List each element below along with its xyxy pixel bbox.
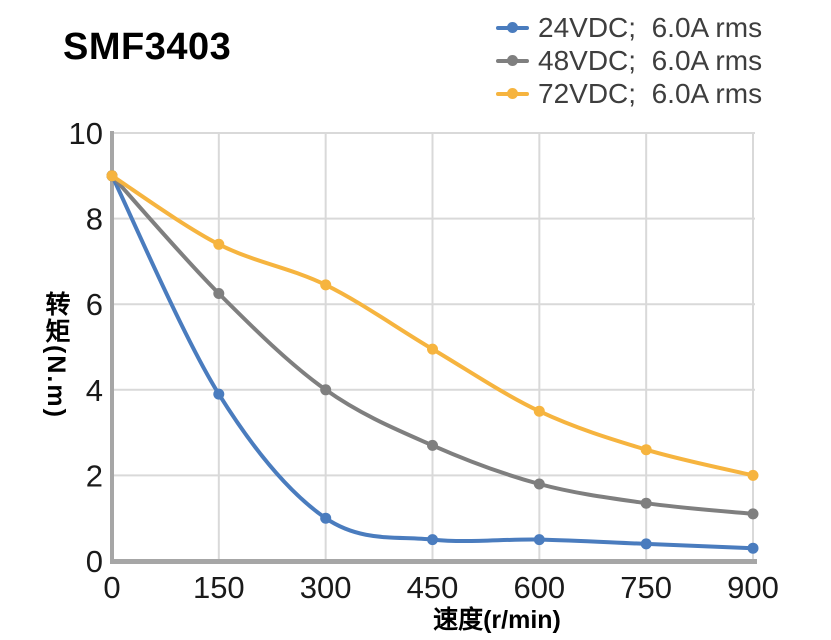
x-tick-label: 450: [407, 570, 459, 605]
legend-item-24vdc: 24VDC; 6.0A rms: [496, 11, 762, 44]
legend-label-48vdc: 48VDC; 6.0A rms: [538, 44, 763, 76]
data-point-48vdc: [320, 384, 332, 396]
x-tick-label: 600: [513, 570, 565, 605]
x-tick-label: 750: [620, 570, 672, 605]
data-point-72vdc: [747, 469, 759, 481]
data-point-24vdc: [640, 538, 652, 550]
legend: 24VDC; 6.0A rms 48VDC; 6.0A rms 72VDC; 6…: [496, 11, 762, 110]
data-point-72vdc: [427, 343, 438, 355]
data-point-72vdc: [640, 444, 652, 456]
legend-label-72vdc: 72VDC; 6.0A rms: [538, 77, 763, 109]
legend-line-dot-marker-icon: [496, 21, 529, 34]
y-tick-label: 2: [86, 458, 103, 493]
data-point-72vdc: [213, 238, 225, 250]
y-tick-label: 6: [86, 287, 103, 322]
data-point-24vdc: [747, 542, 759, 554]
y-tick-label: 10: [69, 116, 103, 151]
x-axis-title: 速度(r/min): [433, 606, 561, 634]
legend-line-dot-marker-icon: [496, 87, 529, 100]
legend-item-48vdc: 48VDC; 6.0A rms: [496, 44, 762, 77]
legend-line-dot-marker-icon: [496, 54, 529, 67]
x-tick-label: 300: [300, 570, 352, 605]
x-tick-label: 900: [727, 570, 779, 605]
data-point-24vdc: [213, 388, 225, 400]
data-point-24vdc: [533, 534, 545, 546]
data-point-24vdc: [427, 534, 438, 546]
data-point-72vdc: [320, 279, 332, 291]
data-point-48vdc: [427, 439, 438, 451]
y-axis-title: 转矩(N.m): [42, 291, 70, 419]
legend-item-72vdc: 72VDC; 6.0A rms: [496, 77, 762, 110]
data-point-48vdc: [747, 508, 759, 520]
data-point-72vdc: [533, 405, 545, 417]
chart-title: SMF3403: [63, 26, 232, 68]
y-tick-label: 8: [86, 202, 103, 237]
y-tick-label: 0: [86, 544, 103, 579]
x-tick-label: 0: [103, 570, 120, 605]
data-point-48vdc: [533, 478, 545, 490]
data-point-48vdc: [213, 288, 225, 299]
y-tick-label: 4: [86, 373, 103, 408]
data-point-48vdc: [640, 497, 652, 509]
data-point-72vdc: [106, 170, 118, 182]
data-point-24vdc: [320, 512, 332, 524]
x-tick-label: 150: [193, 570, 245, 605]
legend-label-24vdc: 24VDC; 6.0A rms: [538, 11, 763, 43]
